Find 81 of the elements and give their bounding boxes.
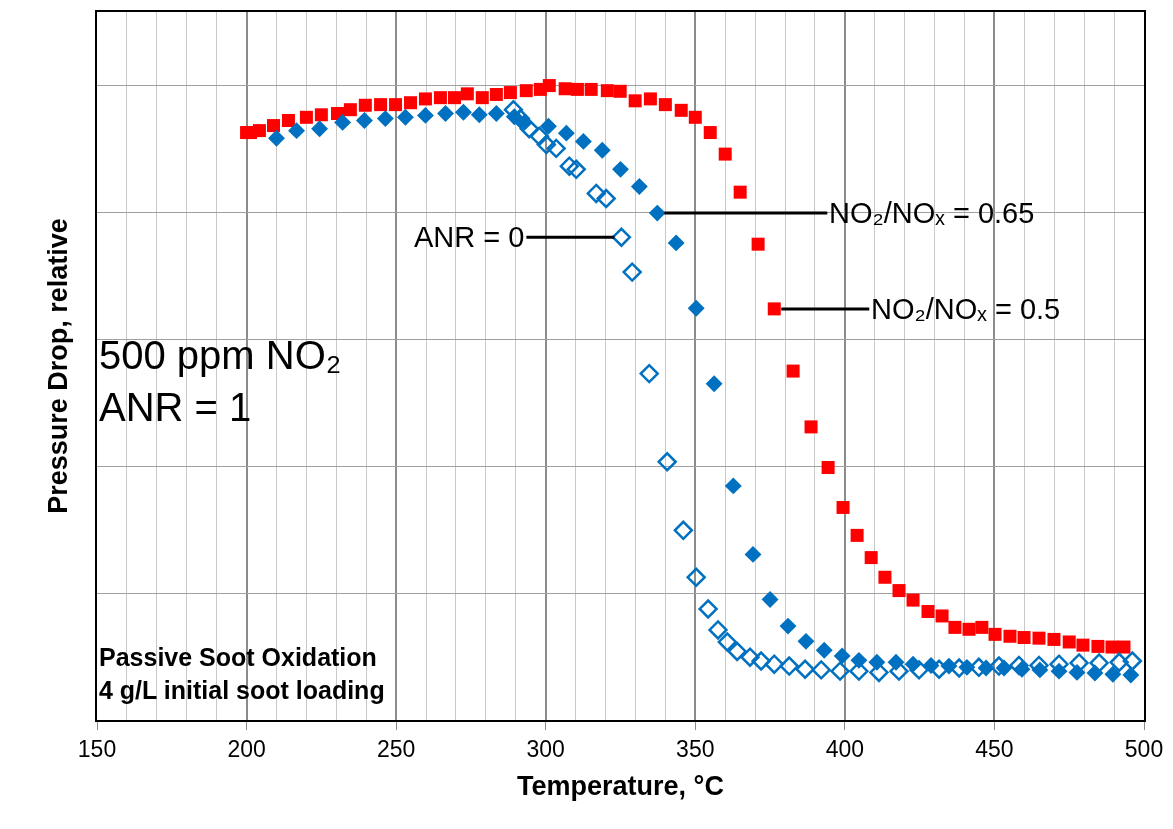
point <box>1122 666 1140 684</box>
point <box>288 122 305 140</box>
point <box>1069 653 1089 673</box>
point <box>779 656 799 676</box>
point <box>639 363 659 384</box>
point <box>657 452 677 472</box>
annotation: NO₂/NOₓ = 0.65 <box>829 197 1035 229</box>
point <box>724 477 742 495</box>
x-tick-label: 250 <box>376 736 416 763</box>
point <box>355 112 373 129</box>
x-tick-label: 450 <box>975 736 1014 763</box>
point <box>437 105 454 122</box>
point <box>648 204 666 222</box>
point <box>751 651 771 671</box>
point <box>566 159 586 180</box>
point <box>311 120 329 138</box>
point <box>470 106 488 124</box>
point <box>539 117 557 135</box>
point <box>779 617 797 635</box>
point <box>536 134 557 155</box>
point <box>833 647 851 665</box>
x-tick-label: 350 <box>676 736 715 763</box>
point <box>795 659 815 679</box>
point <box>546 138 566 159</box>
point <box>519 119 539 139</box>
x-tick-label: 500 <box>1124 736 1164 763</box>
point <box>705 375 723 393</box>
point <box>586 183 606 204</box>
point <box>612 160 629 178</box>
point <box>889 661 909 681</box>
point <box>622 262 642 282</box>
point <box>376 110 394 128</box>
x-tick-label: 150 <box>77 736 117 763</box>
point <box>830 661 850 681</box>
point <box>611 227 632 247</box>
point <box>761 591 779 608</box>
point <box>593 141 611 159</box>
point <box>596 188 616 209</box>
point <box>574 132 592 150</box>
point <box>557 124 575 142</box>
point <box>686 567 706 587</box>
point <box>708 620 728 640</box>
point <box>815 641 833 659</box>
point <box>929 659 949 679</box>
point <box>630 178 648 195</box>
point <box>764 654 784 674</box>
point <box>396 108 414 126</box>
point <box>1109 652 1129 672</box>
point <box>1089 653 1109 673</box>
x-tick-label: 300 <box>526 736 565 763</box>
point <box>869 662 889 683</box>
point <box>698 599 718 619</box>
point <box>687 299 705 317</box>
point <box>909 660 929 680</box>
point <box>559 156 580 176</box>
annotation: NO₂/NOₓ = 0.5 <box>871 293 1061 325</box>
annotation: 500 ppm NO₂ ANR = 1 <box>99 333 342 429</box>
point <box>744 545 762 563</box>
point <box>727 641 747 662</box>
point <box>1104 665 1122 683</box>
y-axis-title: Pressure Drop, relative <box>42 218 73 514</box>
point <box>673 520 694 541</box>
point <box>529 126 550 147</box>
x-tick-label: 200 <box>227 736 266 763</box>
point <box>268 129 285 147</box>
point <box>849 661 869 681</box>
point <box>334 113 352 131</box>
point <box>455 103 472 121</box>
point <box>1009 655 1029 676</box>
point <box>417 106 434 124</box>
annotation: ANR = 0 <box>414 221 525 253</box>
point <box>1122 651 1143 671</box>
point <box>487 105 505 122</box>
point <box>811 660 831 680</box>
point <box>797 632 815 650</box>
point <box>667 234 685 252</box>
x-axis-title: Temperature, °C <box>517 771 724 802</box>
point <box>717 632 737 652</box>
x-tick-label: 400 <box>825 736 865 763</box>
point <box>740 647 760 667</box>
annotation: Passive Soot Oxidation 4 g/L initial soot loading <box>99 643 385 704</box>
